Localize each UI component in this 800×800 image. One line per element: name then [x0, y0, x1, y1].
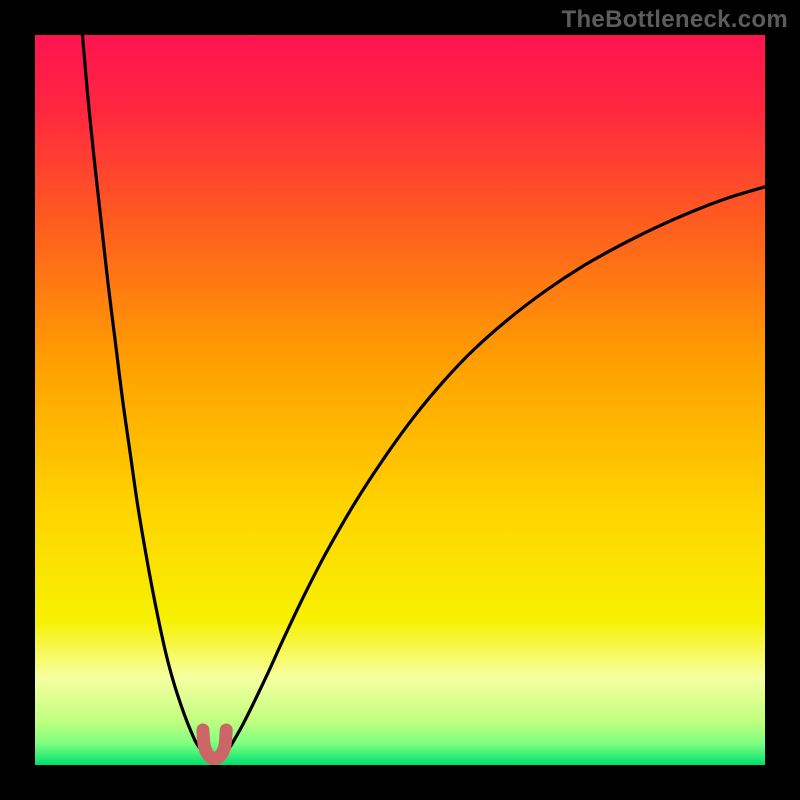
plot-svg: [35, 35, 765, 765]
gradient-background: [35, 35, 765, 765]
chart-canvas: TheBottleneck.com: [0, 0, 800, 800]
plot-area: [35, 35, 765, 765]
watermark-text: TheBottleneck.com: [562, 6, 788, 34]
